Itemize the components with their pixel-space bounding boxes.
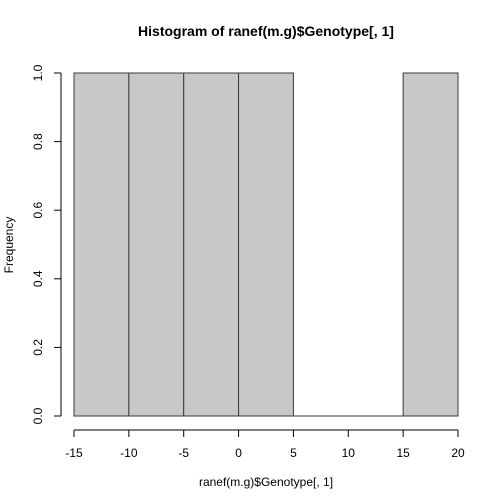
x-axis: -15 -10 -5 0 5 10 15 20: [65, 429, 465, 460]
histogram-bar-1: [128, 72, 185, 417]
x-tick-label: 15: [396, 446, 410, 460]
x-tick-label: -15: [65, 446, 83, 460]
y-axis-label: Frequency: [2, 217, 16, 274]
x-tick-label: -10: [120, 446, 138, 460]
y-axis: 0.0 0.2 0.4 0.6 0.8 1.0: [31, 64, 62, 424]
x-tick-label: 0: [235, 446, 242, 460]
y-tick-label: 0.4: [31, 270, 45, 287]
y-tick-label: 0.8: [31, 133, 45, 150]
histogram-bar-3: [238, 72, 294, 417]
chart-title: Histogram of ranef(m.g)$Genotype[, 1]: [138, 23, 394, 39]
y-tick-label: 0.0: [31, 407, 45, 424]
bars-group: [73, 72, 459, 417]
histogram-bar-0: [73, 72, 130, 417]
x-tick-label: 20: [451, 446, 465, 460]
x-axis-label: ranef(m.g)$Genotype[, 1]: [199, 475, 333, 489]
x-tick-label: 10: [342, 446, 356, 460]
x-tick-label: 5: [290, 446, 297, 460]
x-tick-label: -5: [178, 446, 189, 460]
y-tick-label: 0.6: [31, 202, 45, 219]
y-tick-label: 0.2: [31, 339, 45, 356]
histogram-bar-2: [183, 72, 240, 417]
histogram-bar-6: [402, 72, 459, 417]
y-tick-label: 1.0: [31, 64, 45, 81]
